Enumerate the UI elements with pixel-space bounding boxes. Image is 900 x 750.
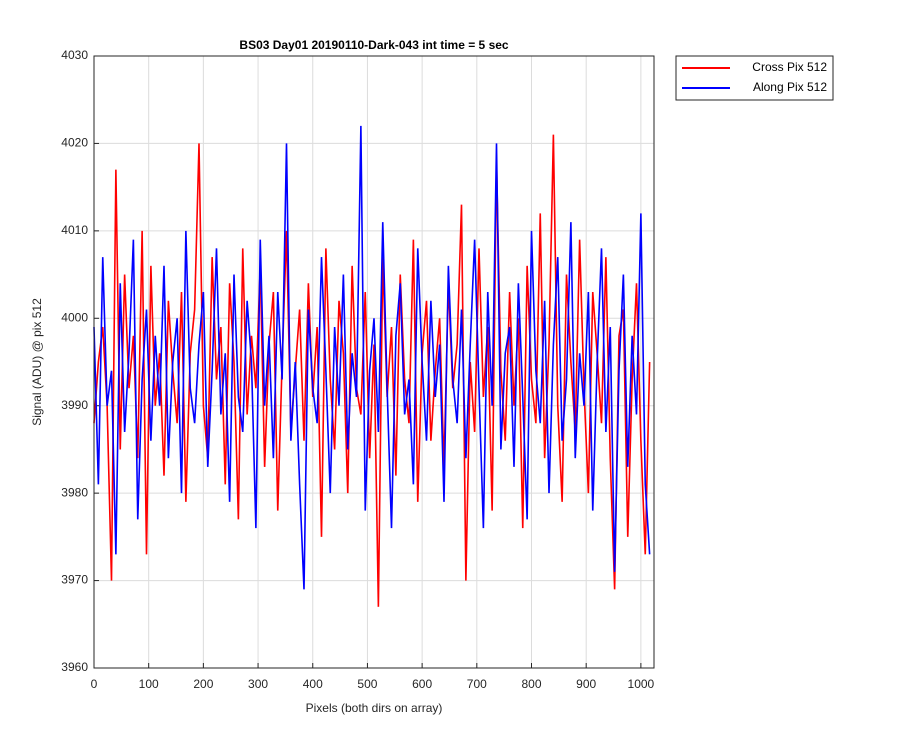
x-tick-label: 0 [91,677,98,691]
y-tick-label: 4030 [61,48,88,62]
y-tick-label: 4010 [61,223,88,237]
x-tick-label: 600 [412,677,432,691]
data-line [93,134,651,607]
y-tick-label: 4000 [61,310,88,324]
x-tick-label: 400 [303,677,323,691]
y-tick-label: 3980 [61,485,88,499]
y-tick-label: 3960 [61,660,88,674]
x-tick-label: 900 [576,677,596,691]
legend-box [675,55,834,101]
x-tick-label: 300 [248,677,268,691]
y-tick-label: 3970 [61,573,88,587]
x-tick-label: 1000 [628,677,655,691]
x-tick-label: 100 [139,677,159,691]
x-axis-label: Pixels (both dirs on array) [306,701,443,715]
y-axis-label: Signal (ADU) @ pix 512 [30,298,44,426]
x-tick-label: 800 [521,677,541,691]
y-tick-label: 4020 [61,136,88,150]
data-line [93,125,651,590]
x-tick-label: 500 [357,677,377,691]
x-tick-label: 700 [467,677,487,691]
legend-label: Along Pix 512 [753,80,827,94]
chart-title: BS03 Day01 20190110-Dark-043 int time = … [239,38,509,52]
legend-label: Cross Pix 512 [752,60,827,74]
x-tick-label: 200 [193,677,213,691]
axes-box [93,55,655,669]
y-tick-label: 3990 [61,398,88,412]
